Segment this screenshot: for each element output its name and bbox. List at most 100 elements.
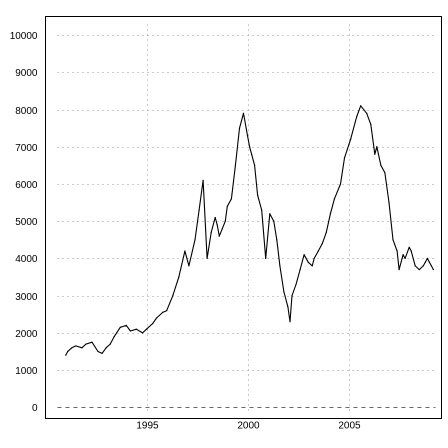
y-tick-label-0: 0 bbox=[32, 403, 38, 414]
data-point bbox=[91, 341, 93, 343]
data-point bbox=[221, 228, 223, 230]
y-tick-label-7000: 7000 bbox=[15, 143, 38, 154]
data-point bbox=[273, 220, 275, 222]
data-point bbox=[184, 250, 186, 252]
y-tick-label-5000: 5000 bbox=[15, 217, 38, 228]
data-point bbox=[329, 213, 331, 215]
y-tick-label-1000: 1000 bbox=[15, 366, 38, 377]
data-point bbox=[339, 183, 342, 185]
data-point bbox=[119, 326, 121, 328]
data-point bbox=[198, 209, 200, 211]
data-point bbox=[172, 295, 174, 297]
data-point bbox=[81, 347, 83, 349]
data-point bbox=[418, 269, 420, 271]
data-point bbox=[408, 246, 410, 248]
data-point bbox=[269, 213, 271, 215]
data-point bbox=[370, 123, 372, 125]
grid-layer bbox=[57, 24, 436, 413]
x-tick-label-2000: 2000 bbox=[237, 421, 260, 432]
series-layer bbox=[65, 105, 434, 356]
data-point bbox=[226, 205, 228, 207]
data-point bbox=[194, 239, 196, 241]
y-tick-label-6000: 6000 bbox=[15, 180, 38, 191]
data-point bbox=[380, 164, 382, 166]
data-point bbox=[398, 269, 400, 271]
data-point bbox=[162, 311, 164, 313]
data-point bbox=[166, 310, 168, 312]
data-point bbox=[311, 265, 313, 267]
data-point bbox=[313, 257, 315, 259]
data-point bbox=[101, 352, 103, 354]
data-point bbox=[242, 112, 245, 114]
y-tick-label-2000: 2000 bbox=[15, 329, 38, 340]
data-point bbox=[85, 343, 87, 345]
data-point bbox=[283, 291, 285, 293]
data-point bbox=[105, 347, 107, 349]
data-point bbox=[287, 306, 289, 308]
data-point bbox=[289, 321, 291, 323]
data-point bbox=[249, 146, 251, 148]
data-point bbox=[333, 198, 335, 200]
data-point bbox=[291, 295, 293, 297]
plot-frame bbox=[45, 16, 442, 419]
data-point bbox=[210, 231, 212, 233]
data-point bbox=[214, 216, 216, 219]
x-tick-label-1995: 1995 bbox=[136, 421, 159, 432]
x-tick-label-2005: 2005 bbox=[338, 421, 361, 432]
data-point bbox=[129, 330, 131, 332]
data-point bbox=[414, 265, 416, 267]
data-point bbox=[230, 198, 232, 200]
data-point bbox=[366, 112, 368, 114]
data-point bbox=[424, 261, 426, 263]
data-point bbox=[75, 345, 77, 347]
data-point bbox=[65, 354, 67, 356]
data-point bbox=[325, 231, 327, 233]
data-point bbox=[426, 257, 428, 259]
data-point bbox=[350, 138, 352, 140]
data-point bbox=[404, 257, 406, 259]
data-point bbox=[303, 254, 305, 256]
data-point bbox=[279, 265, 281, 267]
data-point bbox=[234, 164, 236, 166]
data-point bbox=[145, 328, 148, 330]
data-point bbox=[238, 127, 241, 129]
data-point bbox=[188, 265, 190, 267]
data-point bbox=[402, 254, 404, 256]
data-point bbox=[317, 250, 319, 252]
data-point bbox=[224, 220, 226, 222]
data-point bbox=[109, 343, 111, 345]
data-point bbox=[67, 350, 69, 353]
data-point bbox=[202, 179, 204, 181]
data-point bbox=[360, 105, 362, 107]
data-point bbox=[178, 276, 180, 278]
data-point bbox=[254, 164, 256, 166]
y-tick-label-4000: 4000 bbox=[15, 254, 38, 265]
data-point bbox=[135, 328, 137, 330]
y-tick-label-3000: 3000 bbox=[15, 292, 38, 303]
data-point bbox=[430, 265, 432, 267]
data-point bbox=[307, 261, 309, 263]
data-point bbox=[376, 146, 378, 148]
data-point bbox=[71, 347, 73, 349]
data-point bbox=[392, 239, 394, 241]
data-point bbox=[125, 324, 127, 326]
data-point bbox=[388, 202, 390, 204]
data-point bbox=[246, 135, 249, 137]
data-point bbox=[295, 283, 297, 286]
data-point bbox=[276, 239, 278, 241]
data-point bbox=[432, 269, 434, 271]
data-point bbox=[422, 265, 424, 267]
series-line-0 bbox=[65, 105, 434, 356]
data-point bbox=[396, 250, 398, 252]
data-point bbox=[218, 235, 220, 237]
y-tick-label-10000: 10000 bbox=[10, 31, 38, 42]
data-point bbox=[156, 317, 158, 319]
data-point bbox=[343, 157, 346, 159]
data-point bbox=[113, 336, 115, 338]
data-point bbox=[216, 224, 218, 226]
data-point bbox=[384, 172, 386, 174]
data-point bbox=[321, 243, 323, 245]
data-point bbox=[428, 261, 430, 263]
